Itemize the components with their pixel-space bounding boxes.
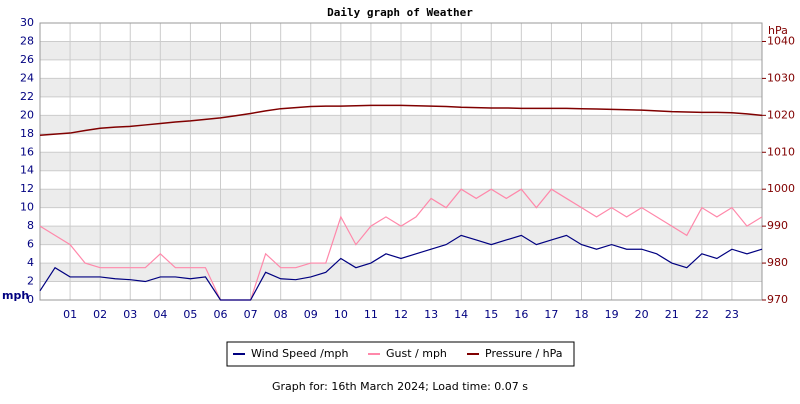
x-tick-label: 13 [424,308,438,321]
x-tick-label: 15 [484,308,498,321]
y-tick-label: 26 [20,53,34,66]
x-tick-label: 05 [183,308,197,321]
x-tick-label: 23 [725,308,739,321]
x-tick-label: 11 [364,308,378,321]
plot-border [39,22,763,301]
y-tick-label: 24 [20,71,34,84]
x-tick-label: 09 [304,308,318,321]
y-tick-label: 6 [27,238,34,251]
y-tick-label: 22 [20,90,34,103]
y-axis-unit: mph [2,289,29,302]
y2-tick-label: 1040 [767,34,795,47]
y2-tick-label: 980 [767,256,788,269]
y-tick-label: 16 [20,145,34,158]
y2-tick-label: 990 [767,219,788,232]
y2-tick-label: 1000 [767,182,795,195]
legend-label: Pressure / hPa [485,347,563,360]
chart-title: Daily graph of Weather [327,6,473,19]
y-tick-label: 12 [20,182,34,195]
x-tick-label: 02 [93,308,107,321]
x-tick-label: 03 [123,308,137,321]
x-tick-label: 20 [635,308,649,321]
legend-label: Gust / mph [386,347,447,360]
x-tick-label: 01 [63,308,77,321]
y2-tick-label: 1010 [767,145,795,158]
y-tick-label: 4 [27,256,34,269]
y-tick-label: 10 [20,201,34,214]
x-tick-label: 16 [514,308,528,321]
x-tick-label: 08 [274,308,288,321]
series-line [39,188,763,301]
y2-axis-unit: hPa [768,24,788,37]
y-tick-label: 18 [20,127,34,140]
y2-tick-label: 1020 [767,108,795,121]
legend-label: Wind Speed /mph [251,347,349,360]
x-tick-label: 06 [214,308,228,321]
x-tick-label: 19 [605,308,619,321]
x-tick-label: 17 [544,308,558,321]
x-tick-label: 22 [695,308,709,321]
y-tick-label: 0 [27,293,34,306]
footer: Graph for: 16th March 2024; Load time: 0… [272,380,528,393]
x-tick-label: 14 [454,308,468,321]
y-tick-label: 14 [20,164,34,177]
x-tick-label: 07 [244,308,258,321]
y-tick-label: 30 [20,16,34,29]
series-line [39,234,763,301]
y-tick-label: 8 [27,219,34,232]
y-tick-label: 2 [27,275,34,288]
legend-box [226,341,575,367]
x-tick-label: 12 [394,308,408,321]
series-line [39,104,763,137]
y2-tick-label: 1030 [767,71,795,84]
x-tick-label: 10 [334,308,348,321]
y-tick-label: 20 [20,108,34,121]
x-tick-label: 18 [575,308,589,321]
x-tick-label: 21 [665,308,679,321]
x-tick-label: 04 [153,308,167,321]
y-tick-label: 28 [20,34,34,47]
y2-tick-label: 970 [767,293,788,306]
